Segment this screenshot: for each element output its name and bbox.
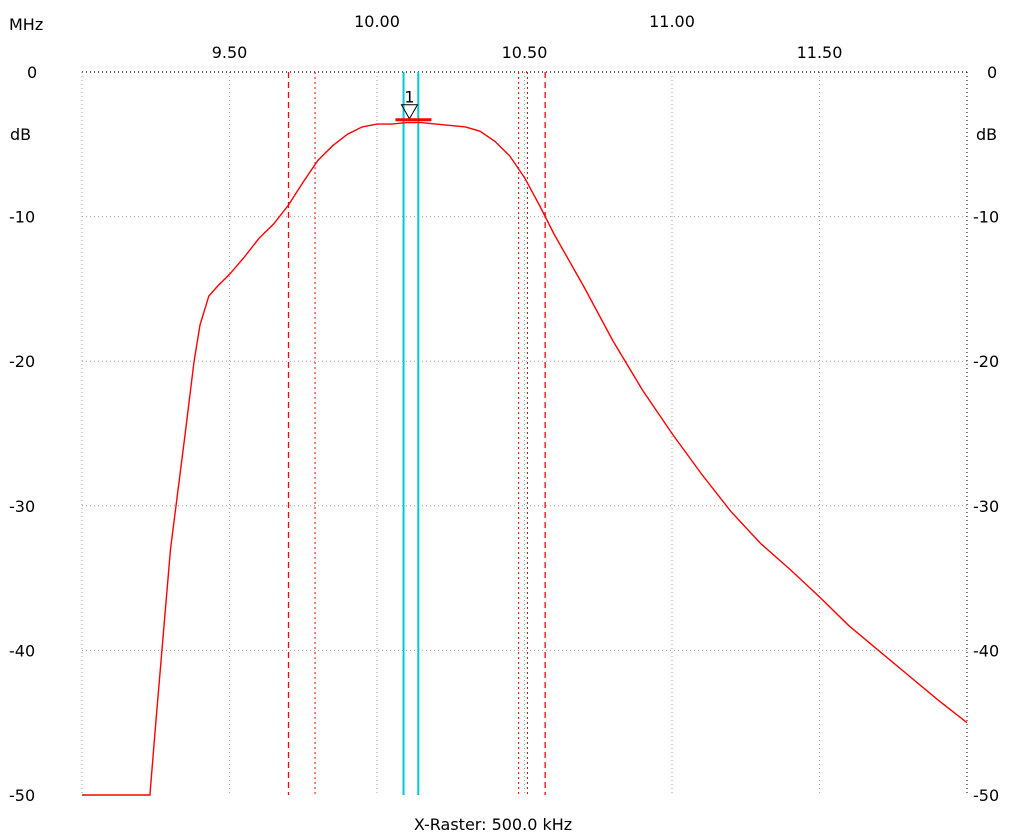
axis-labels: MHz dB dB X-Raster: 500.0 kHz xyxy=(9,15,997,834)
y-tick-label-right: -40 xyxy=(973,641,999,660)
marker-lines xyxy=(287,72,546,795)
x-tick-label-top: 10.00 xyxy=(354,12,400,31)
y-tick-label-right: -10 xyxy=(973,208,999,227)
y-unit-label-left: dB xyxy=(10,125,31,144)
marker-triangle xyxy=(400,104,419,120)
y-unit-label-right: dB xyxy=(976,125,997,144)
trace xyxy=(82,121,968,796)
x-tick-label-bottom: 11.50 xyxy=(797,43,843,62)
marker-1: 1 xyxy=(395,88,432,122)
x-tick-label-top: 11.00 xyxy=(649,12,695,31)
footer-label: X-Raster: 500.0 kHz xyxy=(414,815,572,834)
marker-label: 1 xyxy=(404,88,414,107)
y-tick-label-right: -20 xyxy=(973,352,999,371)
y-tick-label-right: -30 xyxy=(973,497,999,516)
x-unit-label: MHz xyxy=(9,15,43,34)
tick-labels: 10.00 11.00 9.50 10.50 11.50 0 0 -10 -10 -20 -20 -3… xyxy=(9,12,999,805)
y-tick-label-left: -20 xyxy=(9,352,35,371)
y-tick-label-right: 0 xyxy=(987,63,997,82)
y-tick-label-left: 0 xyxy=(27,63,37,82)
y-tick-label-right: -50 xyxy=(973,786,999,805)
y-tick-label-left: -40 xyxy=(9,641,35,660)
series-line xyxy=(82,121,968,796)
y-tick-label-left: -50 xyxy=(9,786,35,805)
x-tick-label-bottom: 9.50 xyxy=(212,43,248,62)
x-tick-label-bottom: 10.50 xyxy=(502,43,548,62)
y-tick-label-left: -10 xyxy=(9,208,35,227)
y-tick-label-left: -30 xyxy=(9,497,35,516)
grid xyxy=(81,71,968,795)
